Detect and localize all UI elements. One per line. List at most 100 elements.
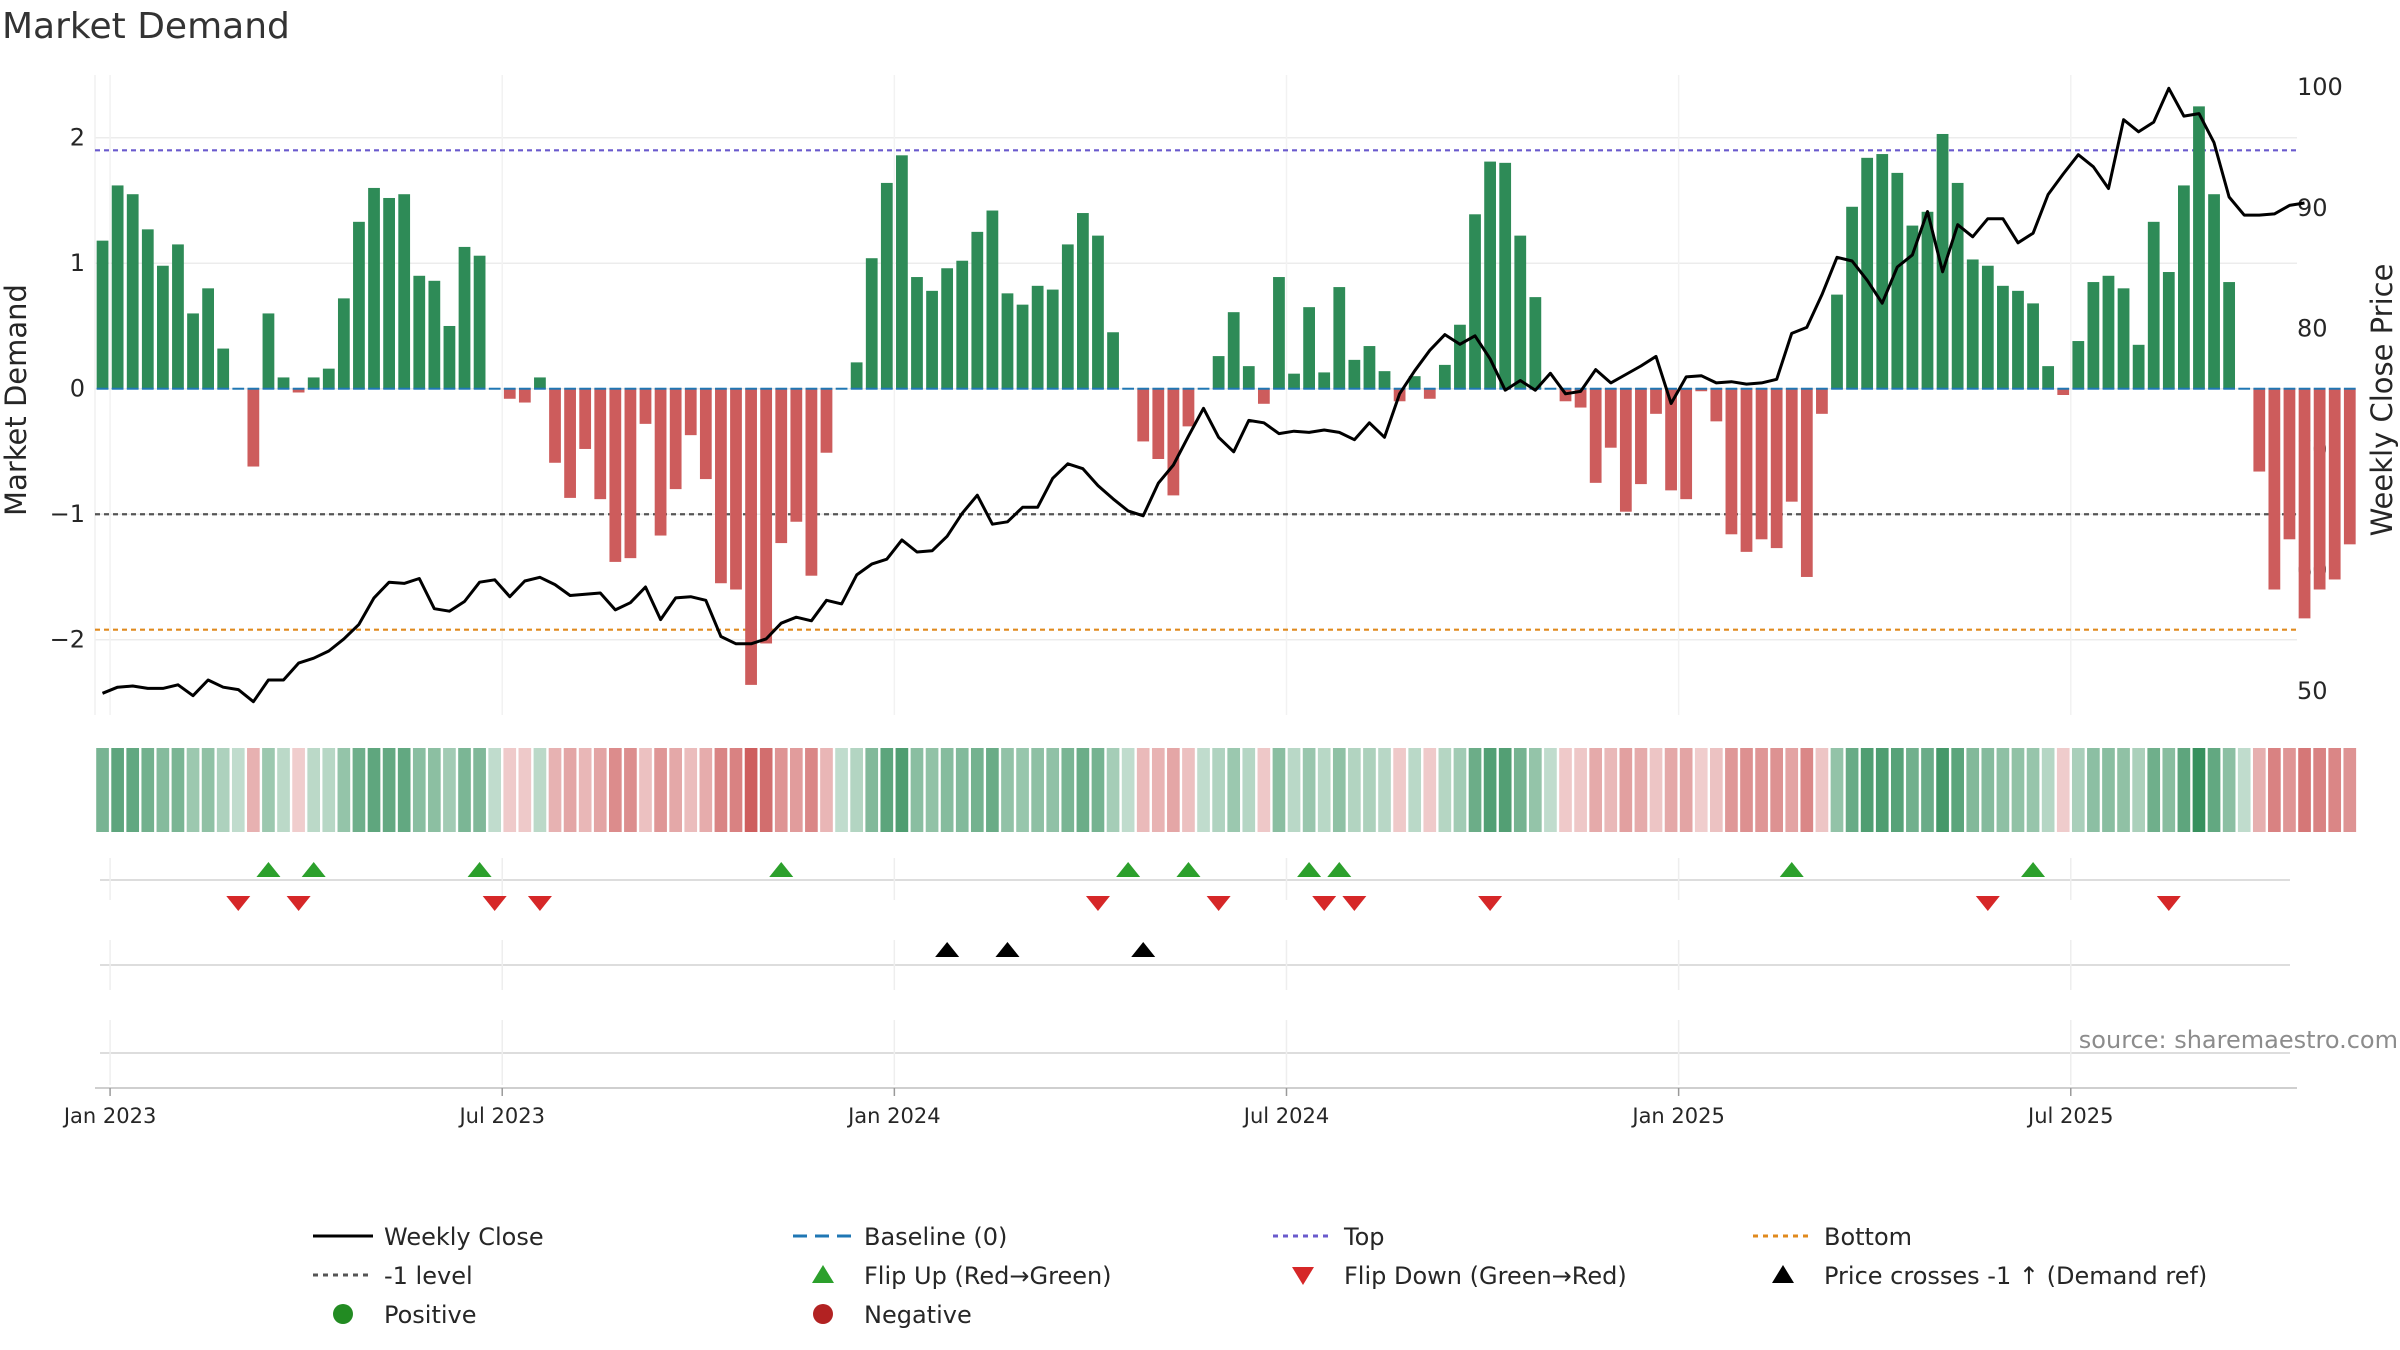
heat-cell xyxy=(1890,748,1904,832)
heat-cell xyxy=(684,748,698,832)
grid-lines xyxy=(94,75,2297,715)
legend-item-price-cross: Price crosses -1 ↑ (Demand ref) xyxy=(1772,1262,2207,1290)
legend: Weekly Close Baseline (0) Top Bottom -1 … xyxy=(313,1223,2207,1329)
demand-bar xyxy=(2042,366,2055,389)
demand-bar xyxy=(1077,213,1089,389)
demand-bar xyxy=(1378,371,1391,389)
demand-bar xyxy=(2208,194,2220,389)
demand-bar xyxy=(413,275,426,389)
heat-cell xyxy=(1860,748,1874,832)
heat-cell xyxy=(774,748,788,832)
flip-down-marker xyxy=(1085,896,1110,911)
heat-cell xyxy=(216,748,230,832)
demand-bar xyxy=(1891,172,1904,389)
demand-bar xyxy=(202,288,214,389)
svg-text:Positive: Positive xyxy=(384,1301,477,1329)
demand-bar xyxy=(1725,388,1738,535)
heat-cell xyxy=(111,748,124,832)
demand-bar xyxy=(398,194,411,389)
heat-cell xyxy=(2298,748,2311,832)
heat-cell xyxy=(2071,748,2085,832)
demand-bar xyxy=(2072,341,2085,389)
svg-text:Flip Down (Green→Red): Flip Down (Green→Red) xyxy=(1344,1262,1627,1290)
demand-bar xyxy=(2328,388,2341,580)
demand-bar xyxy=(1499,162,1512,389)
demand-bar xyxy=(187,313,199,389)
heat-cell xyxy=(1498,748,1512,832)
demand-bar xyxy=(1408,376,1421,389)
heat-cell xyxy=(2011,748,2025,832)
demand-bar xyxy=(805,388,818,576)
heat-cell xyxy=(322,748,336,832)
heat-cell xyxy=(171,748,185,832)
heat-cell xyxy=(488,748,502,832)
demand-bar xyxy=(1770,388,1783,549)
svg-text:Flip Up (Red→Green): Flip Up (Red→Green) xyxy=(864,1262,1112,1290)
heat-cell xyxy=(1332,748,1346,832)
heat-cell xyxy=(639,748,652,832)
demand-bar xyxy=(126,194,139,389)
demand-bar xyxy=(896,155,908,389)
heat-cell xyxy=(352,748,366,832)
x-tick-label: Jan 2024 xyxy=(846,1104,941,1128)
heat-cell xyxy=(1151,748,1165,832)
demand-bar xyxy=(760,388,773,644)
heat-cell xyxy=(533,748,547,832)
demand-bar xyxy=(443,325,456,389)
demand-bar xyxy=(654,388,667,536)
heat-cell xyxy=(1212,748,1225,832)
right-tick-label: 80 xyxy=(2297,315,2328,343)
heat-cell xyxy=(458,748,471,832)
heat-cell xyxy=(382,748,396,832)
demand-bar xyxy=(1242,366,1255,389)
demand-bar xyxy=(1046,289,1059,389)
heat-cell xyxy=(1453,748,1467,832)
demand-bar xyxy=(353,221,365,389)
demand-bar xyxy=(1423,388,1436,399)
flip-down-marker xyxy=(286,896,311,911)
heat-cell xyxy=(473,748,486,832)
left-axis-label: Market Demand xyxy=(0,284,33,516)
flip-up-marker xyxy=(1327,862,1352,877)
heat-cell xyxy=(1951,748,1964,832)
heat-cell xyxy=(624,748,637,832)
heat-cell xyxy=(2056,748,2070,832)
price-cross-marker xyxy=(995,942,1020,957)
heat-cell xyxy=(699,748,713,832)
weekly-close-line xyxy=(101,86,2305,704)
flip-down-marker xyxy=(527,896,552,911)
demand-bar xyxy=(172,244,184,389)
heat-cell xyxy=(2026,748,2040,832)
flip-up-marker xyxy=(256,862,281,877)
demand-bar xyxy=(1107,332,1119,389)
heat-cell xyxy=(1634,748,1648,832)
demand-bar xyxy=(458,246,471,389)
demand-bar xyxy=(1514,235,1527,389)
demand-bar xyxy=(473,255,486,389)
heat-cell xyxy=(1529,748,1542,832)
heat-cell xyxy=(1936,748,1949,832)
signal-panels xyxy=(100,858,2290,1085)
demand-bar xyxy=(1936,133,1949,389)
demand-bar xyxy=(699,388,712,480)
heat-cell xyxy=(1906,748,1919,832)
heat-cell xyxy=(1227,748,1241,832)
demand-bar xyxy=(1619,388,1632,512)
heat-cell xyxy=(186,748,200,832)
demand-bar xyxy=(639,388,652,424)
heat-cell xyxy=(1257,748,1271,832)
price-cross-markers xyxy=(935,942,1156,957)
demand-bar xyxy=(2283,388,2296,540)
demand-bar xyxy=(594,388,607,500)
demand-bar xyxy=(745,388,757,685)
flip-up-marker xyxy=(1297,862,1322,877)
demand-bar xyxy=(534,377,546,389)
demand-bar xyxy=(2343,388,2356,545)
heat-cell xyxy=(2102,748,2115,832)
left-axis-ticks: −2 −1 0 1 2 xyxy=(50,124,85,654)
demand-bar xyxy=(1966,259,1979,389)
svg-text:Weekly Close: Weekly Close xyxy=(384,1223,544,1251)
heat-cell xyxy=(1513,748,1527,832)
heat-cell xyxy=(1408,748,1422,832)
